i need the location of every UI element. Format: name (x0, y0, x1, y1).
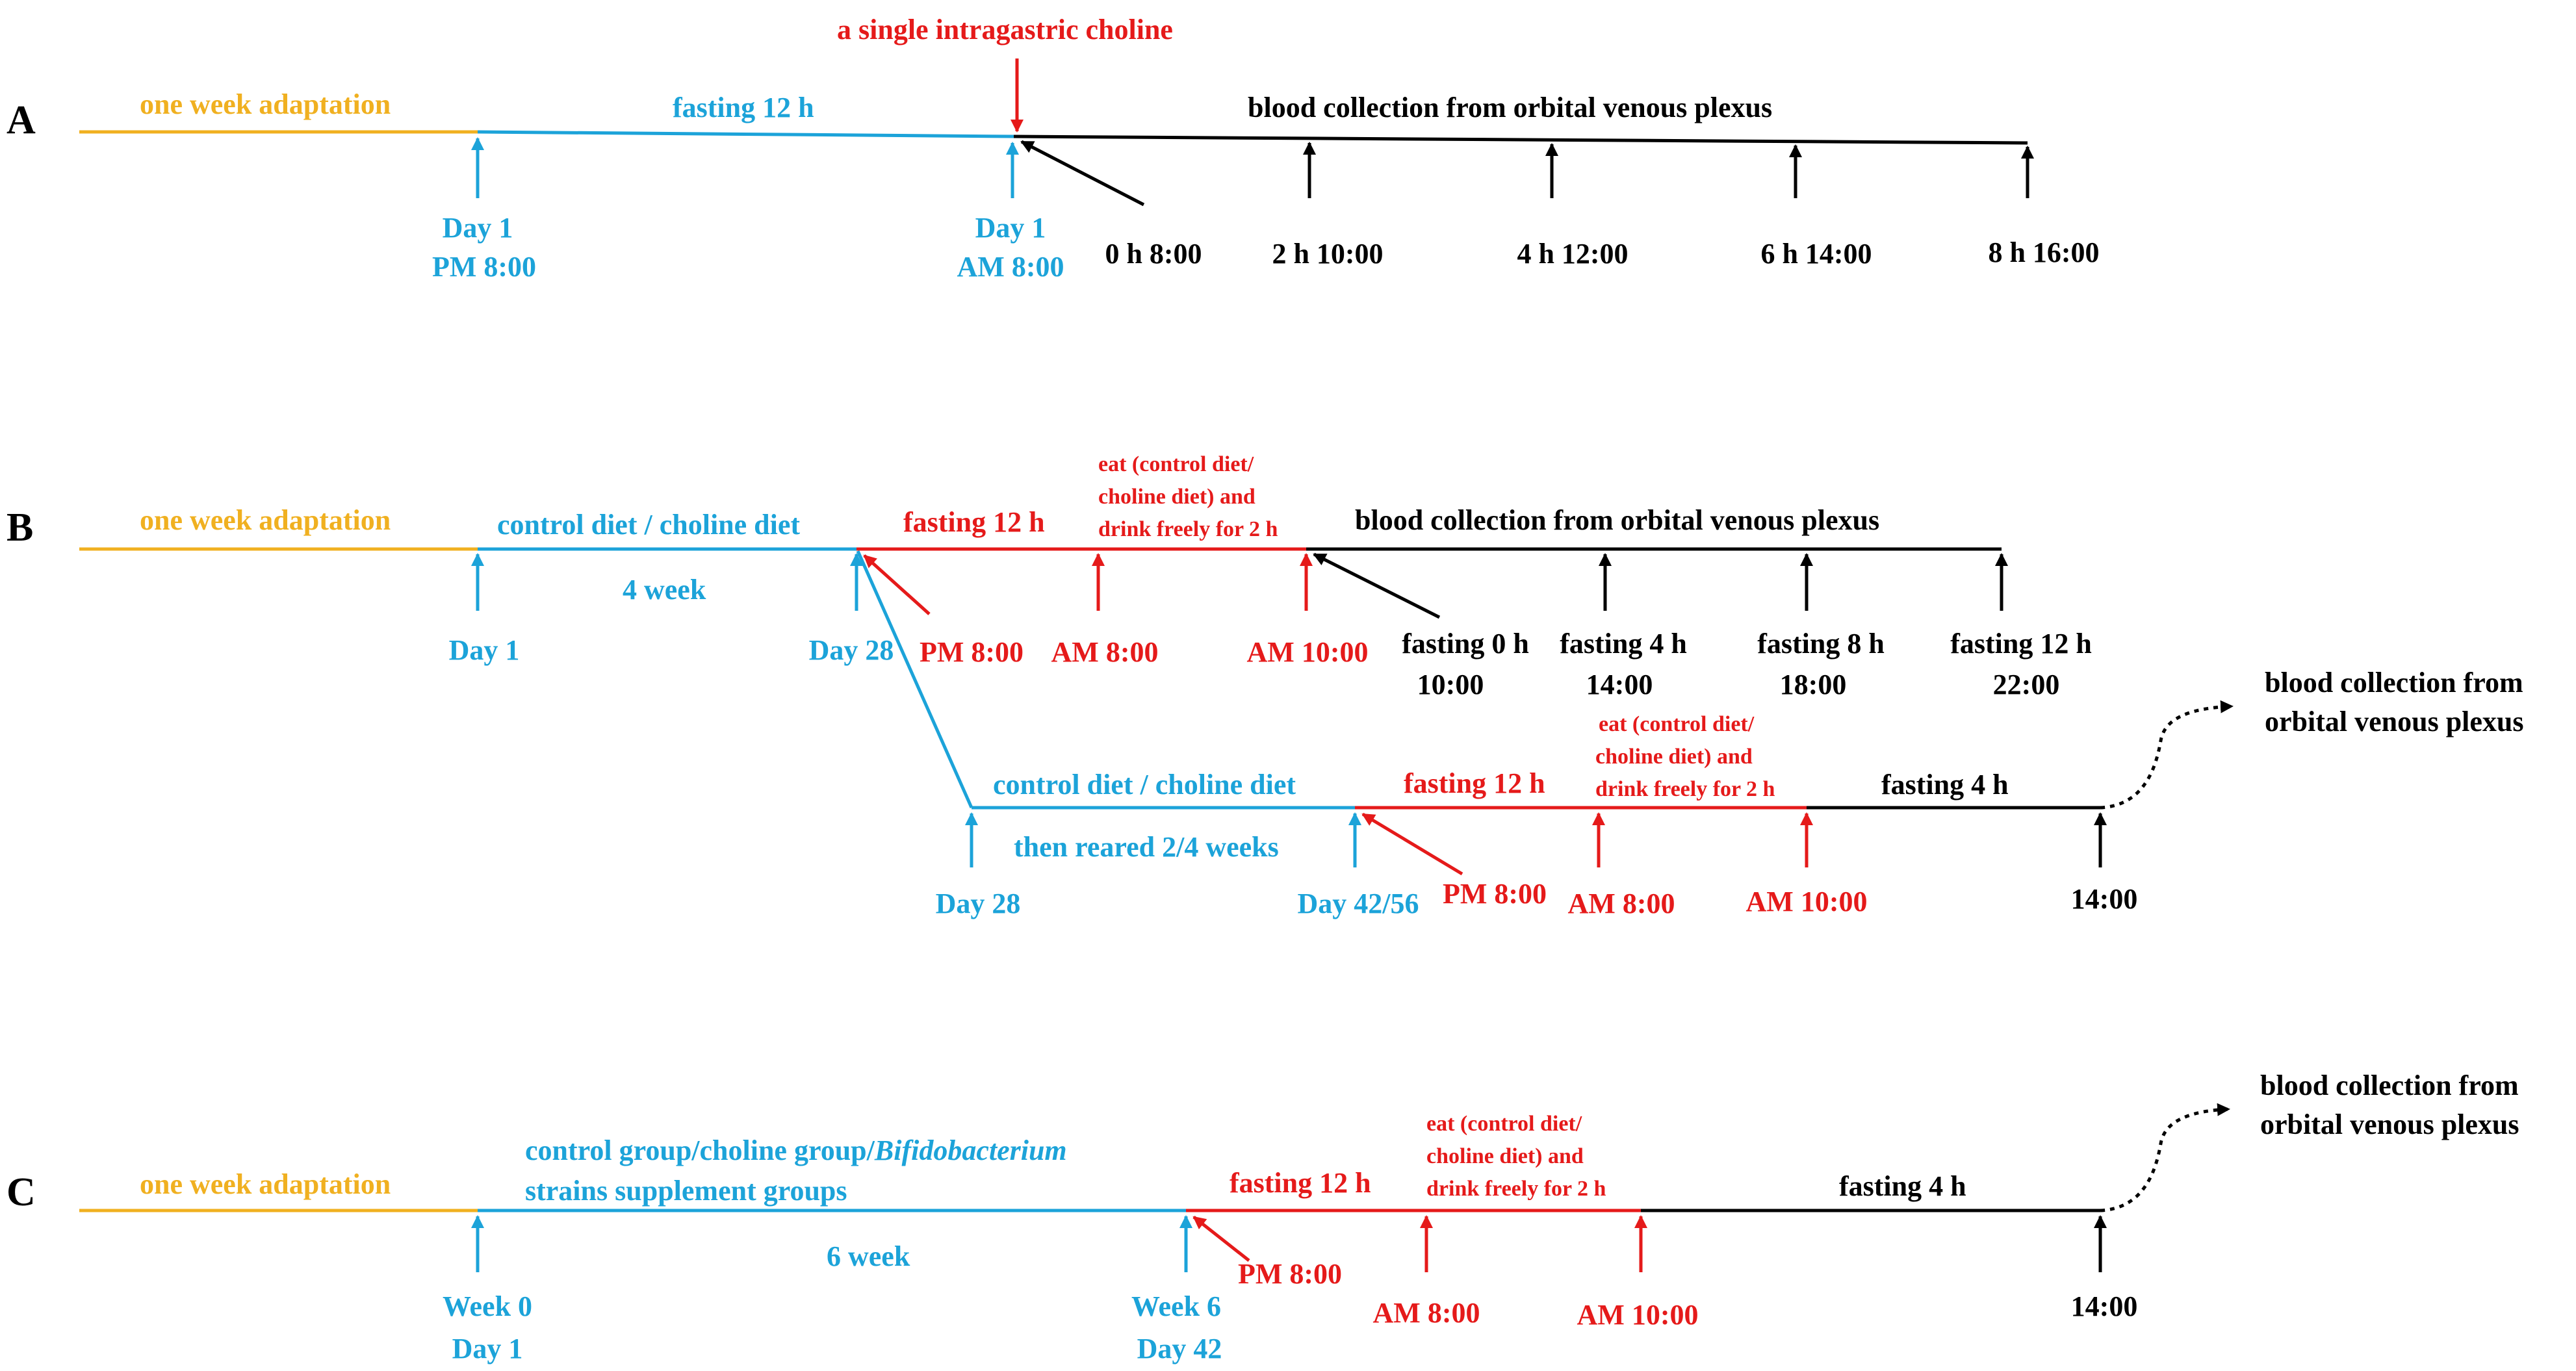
panel-c-duration: 6 week (827, 1240, 910, 1272)
panel-b-duration: 4 week (623, 574, 706, 606)
panel-c-t14: 14:00 (2071, 1290, 2138, 1322)
panel-c-week0: Week 0 (443, 1290, 532, 1322)
panel-b-eat-line2: choline diet) and (1098, 485, 1256, 509)
panel-b-am8: AM 8:00 (1051, 636, 1159, 668)
panel-a-fasting-label: fasting 12 h (673, 92, 814, 123)
panel-c-blood-line2: orbital venous plexus (2260, 1108, 2519, 1140)
panel-c-week6: Week 6 (1131, 1290, 1221, 1322)
panel-b2-blood-line2: orbital venous plexus (2265, 706, 2524, 737)
panel-b2-am8: AM 8:00 (1568, 888, 1675, 919)
panel-b-f8-line2: 18:00 (1780, 669, 1847, 700)
panel-a-day-gavage: Day 1 (975, 212, 1046, 244)
panel-a-day-start: Day 1 (443, 212, 513, 244)
panel-a-blood-label: blood collection from orbital venous ple… (1248, 92, 1772, 123)
panel-c-am8: AM 8:00 (1373, 1297, 1480, 1329)
panel-c-blood-line1: blood collection from (2260, 1070, 2519, 1101)
panel-b2-am10: AM 10:00 (1746, 886, 1868, 917)
panel-b-day28: Day 28 (809, 634, 894, 666)
panel-c-eat-line2: choline diet) and (1426, 1144, 1584, 1168)
panel-c-eat-line3: drink freely for 2 h (1426, 1177, 1606, 1201)
panel-b2-fasting-label: fasting 12 h (1404, 767, 1545, 799)
panel-b-adaptation-label: one week adaptation (140, 504, 391, 536)
panel-c-adaptation-label: one week adaptation (140, 1168, 391, 1200)
panel-c-day42: Day 42 (1137, 1333, 1222, 1365)
panel-b-pm8-pointer (863, 554, 931, 615)
panel-a: A one week adaptation fasting 12 h a sin… (6, 14, 2100, 283)
panel-b2-eat-line1: eat (control diet/ (1599, 712, 1755, 736)
panel-a-t6: 6 h 14:00 (1760, 238, 1872, 270)
panel-c-blood-dotted-arrow (2100, 1103, 2230, 1212)
panel-c-groups-line1: control group/choline group/Bifidobacter… (525, 1134, 1067, 1166)
panel-b2-reared-label: then reared 2/4 weeks (1014, 831, 1279, 863)
panel-b-f0-line2: 10:00 (1417, 669, 1484, 700)
panel-a-t0: 0 h 8:00 (1105, 238, 1202, 270)
panel-b-f4-line1: fasting 4 h (1560, 628, 1687, 660)
panel-b: B one week adaptation control diet / cho… (6, 452, 2524, 919)
panel-b-fasting-label: fasting 12 h (903, 506, 1045, 538)
panel-a-t4: 4 h 12:00 (1517, 238, 1628, 270)
panel-a-day-gavage-time: AM 8:00 (957, 251, 1064, 283)
panel-b-f12-line2: 22:00 (1993, 669, 2060, 700)
panel-a-t8: 8 h 16:00 (1988, 237, 2099, 268)
panel-c-groups-line2: strains supplement groups (525, 1175, 847, 1207)
panel-b-blood-label: blood collection from orbital venous ple… (1355, 504, 1879, 536)
panel-a-0h-pointer (1020, 140, 1145, 207)
panel-b2-t14: 14:00 (2071, 883, 2138, 915)
panel-b-am10: AM 10:00 (1247, 636, 1369, 668)
panel-b2-fasting4-label: fasting 4 h (1881, 769, 2009, 801)
panel-b2-blood-line1: blood collection from (2265, 667, 2523, 698)
panel-b-pm8: PM 8:00 (920, 636, 1024, 668)
panel-a-adaptation-label: one week adaptation (140, 88, 391, 120)
panel-a-letter: A (6, 98, 36, 142)
panel-c-fasting-label: fasting 12 h (1230, 1167, 1371, 1199)
panel-b-f12-line1: fasting 12 h (1950, 628, 2092, 660)
panel-b2-eat-line2: choline diet) and (1595, 745, 1753, 769)
panel-b-eat-line1: eat (control diet/ (1098, 452, 1254, 476)
panel-c-pm8: PM 8:00 (1238, 1258, 1342, 1290)
panel-b2-day42: Day 42/56 (1298, 888, 1419, 919)
panel-b-eat-line3: drink freely for 2 h (1098, 517, 1278, 541)
panel-a-gavage-label: a single intragastric choline (837, 14, 1173, 45)
panel-b2-eat-line3: drink freely for 2 h (1595, 777, 1775, 801)
panel-c-groups-text: control group/choline group/ (525, 1134, 875, 1166)
panel-c-letter: C (6, 1170, 36, 1214)
panel-c-eat-line1: eat (control diet/ (1426, 1112, 1582, 1136)
panel-b-letter: B (6, 506, 33, 550)
panel-b2-pm8: PM 8:00 (1443, 878, 1547, 910)
panel-b-f0-line1: fasting 0 h (1402, 628, 1529, 660)
panel-c-groups-italic: Bifidobacterium (874, 1134, 1067, 1166)
panel-c-day1: Day 1 (452, 1333, 523, 1365)
panel-b2-pm8-pointer (1361, 812, 1463, 876)
panel-b2-day28: Day 28 (936, 888, 1021, 919)
panel-b-f8-line1: fasting 8 h (1757, 628, 1885, 660)
panel-b-diet-label: control diet / choline diet (497, 509, 800, 541)
panel-b-day1: Day 1 (449, 634, 520, 666)
panel-c: C one week adaptation control group/chol… (6, 1070, 2519, 1365)
panel-c-fasting4-label: fasting 4 h (1839, 1170, 1966, 1202)
panel-b-branch-diagonal (856, 550, 973, 809)
panel-a-blood-line (1013, 135, 2028, 145)
panel-b-f4-line2: 14:00 (1586, 669, 1653, 700)
panel-a-fasting-line (477, 130, 1014, 138)
panel-c-pm8-pointer (1192, 1216, 1250, 1262)
panel-a-t2: 2 h 10:00 (1272, 238, 1383, 270)
panel-c-am10: AM 10:00 (1577, 1299, 1699, 1331)
panel-b-f0-pointer (1313, 552, 1441, 619)
panel-b2-blood-dotted-arrow (2100, 700, 2234, 810)
panel-b2-diet-label: control diet / choline diet (993, 769, 1296, 801)
panel-a-day-start-time: PM 8:00 (432, 251, 536, 283)
